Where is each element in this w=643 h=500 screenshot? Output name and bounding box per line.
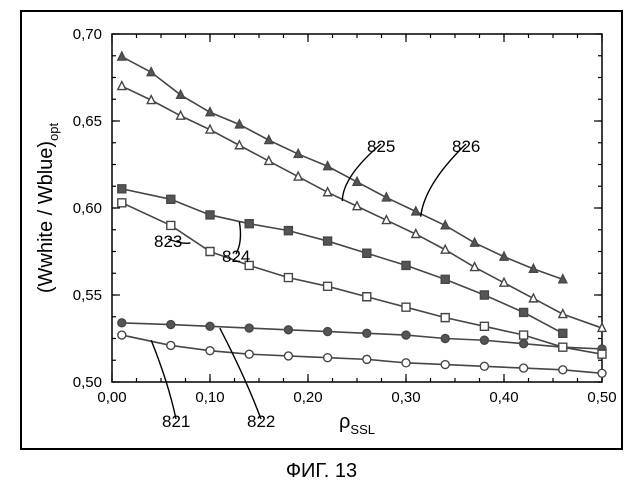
figure-frame: 0,00 0,10 0,20 0,30 0,40 0,50 0,50 0,55 0,60 0,65…: [20, 10, 623, 450]
x-axis-label: ρSSL: [339, 411, 375, 437]
y-tick-label: 0,60: [73, 200, 102, 217]
callout-label-824: 824: [222, 247, 250, 266]
figure-caption: ФИГ. 13: [0, 460, 643, 483]
chart-canvas: 0,00 0,10 0,20 0,30 0,40 0,50 0,50 0,55 0,60 0,65…: [22, 12, 621, 448]
x-tick-label: 0,40: [489, 389, 518, 406]
callout-label-825: 825: [367, 137, 395, 156]
y-tick-label: 0,55: [73, 287, 102, 304]
series-line-825: [122, 86, 602, 328]
y-tick-label: 0,70: [73, 26, 102, 43]
callout-label-826: 826: [452, 137, 480, 156]
callout-line-822: [220, 328, 261, 419]
x-tick-label: 0,00: [97, 389, 126, 406]
x-tick-label: 0,50: [587, 389, 616, 406]
series-line-823: [122, 203, 602, 354]
x-tick-label: 0,10: [195, 389, 224, 406]
y-axis-label: (Wwhite / Wblue)opt: [35, 122, 61, 293]
series-line-824: [122, 189, 563, 333]
x-tick-label: 0,30: [391, 389, 420, 406]
callout-label-822: 822: [247, 412, 275, 431]
y-tick-label: 0,50: [73, 374, 102, 391]
callout-label-821: 821: [162, 412, 190, 431]
y-tick-label: 0,65: [73, 113, 102, 130]
callout-label-823: 823: [154, 232, 182, 251]
series-line-822: [122, 323, 602, 349]
x-tick-label: 0,20: [293, 389, 322, 406]
callout-line-821: [151, 340, 176, 419]
series-line-821: [122, 335, 602, 373]
